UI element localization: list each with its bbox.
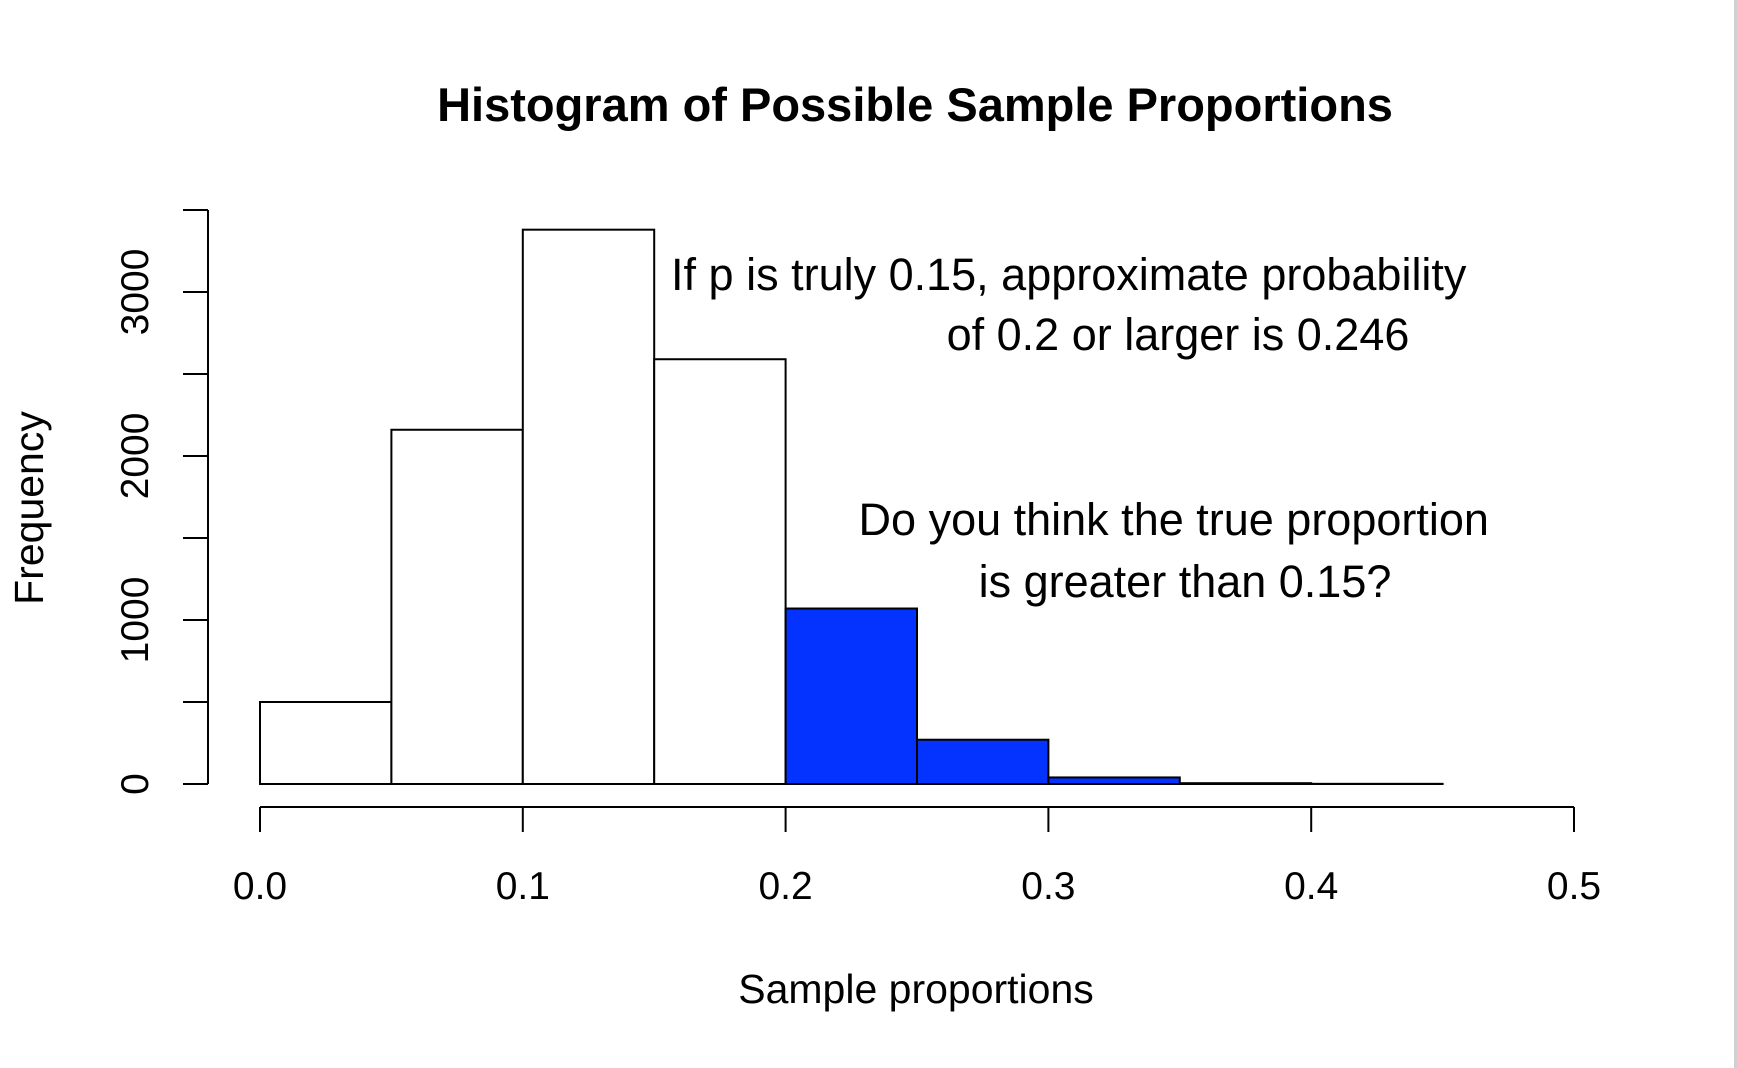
x-tick-label-5: 0.5 xyxy=(1547,865,1601,908)
probability-annotation: If p is truly 0.15, approximate probabil… xyxy=(671,249,1479,360)
y-tick-label-6: 3000 xyxy=(114,249,157,336)
x-tick-label-3: 0.3 xyxy=(1021,865,1075,908)
probability-annotation-line-2: of 0.2 or larger is 0.246 xyxy=(947,309,1410,360)
histogram-bar-7 xyxy=(1178,782,1313,785)
histogram-bar-6 xyxy=(1047,776,1181,786)
question-annotation-line-2: is greater than 0.15? xyxy=(979,556,1392,607)
x-tick-label-2: 0.2 xyxy=(758,865,812,908)
histogram-bar-3 xyxy=(653,358,787,785)
probability-annotation-line-1: If p is truly 0.15, approximate probabil… xyxy=(671,249,1467,300)
histogram-bars xyxy=(259,228,1444,786)
x-axis-label: Sample proportions xyxy=(738,966,1094,1012)
histogram-bar-4 xyxy=(784,607,918,786)
y-axis-label: Frequency xyxy=(6,411,52,605)
histogram-bar-2 xyxy=(521,228,656,785)
histogram-bar-1 xyxy=(390,428,524,785)
y-axis: 0 1000 2000 3000 xyxy=(114,209,209,795)
x-tick-label-0: 0.0 xyxy=(233,865,287,908)
x-tick-label-1: 0.1 xyxy=(496,865,550,908)
question-annotation: Do you think the true proportion is grea… xyxy=(859,494,1502,607)
y-tick-label-4: 2000 xyxy=(114,413,157,500)
question-annotation-line-1: Do you think the true proportion xyxy=(859,494,1489,545)
y-tick-label-2: 1000 xyxy=(114,577,157,664)
chart-title: Histogram of Possible Sample Proportions xyxy=(437,78,1393,131)
x-tick-label-4: 0.4 xyxy=(1284,865,1338,908)
y-tick-label-0: 0 xyxy=(114,773,157,795)
x-axis: 0.0 0.1 0.2 0.3 0.4 0.5 xyxy=(233,806,1601,908)
histogram-bar-5 xyxy=(916,738,1050,785)
window-edge xyxy=(1734,0,1737,1068)
histogram-bar-0 xyxy=(259,701,393,785)
